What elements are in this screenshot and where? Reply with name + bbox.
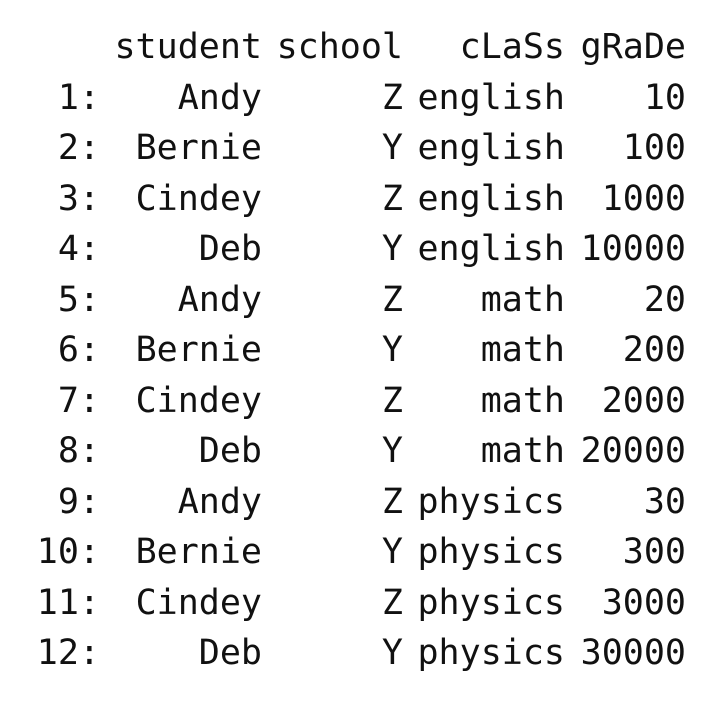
cell-class: physics xyxy=(417,582,565,623)
cell-grade: 100 xyxy=(622,128,686,168)
cell-grade: 20000 xyxy=(580,431,686,471)
cell-school: Y xyxy=(381,229,403,269)
cell-school: Z xyxy=(381,178,403,219)
cell-school: Z xyxy=(381,279,403,320)
row-index: 5: xyxy=(57,279,100,320)
cell-grade: 30 xyxy=(643,481,686,522)
cell-class: physics xyxy=(417,481,565,522)
cell-student: Bernie xyxy=(135,128,262,168)
cell-class: physics xyxy=(417,532,565,572)
table-header-row: student school cLaSs gRaDe xyxy=(20,22,696,73)
cell-grade: 10000 xyxy=(580,229,686,269)
cell-class: english xyxy=(417,128,565,168)
cell-grade: 30000 xyxy=(580,633,686,673)
cell-school: Z xyxy=(381,582,403,623)
cell-class: english xyxy=(417,229,565,269)
cell-school: Y xyxy=(381,330,403,370)
cell-class: math xyxy=(480,279,565,320)
cell-student: Cindey xyxy=(135,178,262,219)
cell-school: Z xyxy=(381,481,403,522)
cell-school: Y xyxy=(381,633,403,673)
cell-student: Andy xyxy=(177,481,262,522)
header-class: cLaSs xyxy=(459,27,565,67)
cell-school: Z xyxy=(381,380,403,421)
row-index: 9: xyxy=(57,481,100,522)
cell-student: Cindey xyxy=(135,582,262,623)
cell-grade: 1000 xyxy=(601,178,686,219)
row-index: 3: xyxy=(57,178,100,219)
cell-grade: 10 xyxy=(643,77,686,118)
header-index xyxy=(20,22,100,73)
cell-class: math xyxy=(480,380,565,421)
cell-grade: 2000 xyxy=(601,380,686,421)
cell-student: Deb xyxy=(198,229,262,269)
cell-student: Bernie xyxy=(135,532,262,572)
row-index: 8: xyxy=(57,431,100,471)
cell-grade: 200 xyxy=(622,330,686,370)
row-index: 11: xyxy=(36,582,100,623)
row-index: 4: xyxy=(57,229,100,269)
cell-class: math xyxy=(480,330,565,370)
cell-student: Cindey xyxy=(135,380,262,421)
cell-grade: 20 xyxy=(643,279,686,320)
cell-school: Y xyxy=(381,532,403,572)
row-index: 2: xyxy=(57,128,100,168)
row-index: 12: xyxy=(36,633,100,673)
cell-grade: 3000 xyxy=(601,582,686,623)
cell-student: Deb xyxy=(198,633,262,673)
cell-student: Andy xyxy=(177,279,262,320)
cell-school: Z xyxy=(381,77,403,118)
cell-grade: 300 xyxy=(622,532,686,572)
row-index: 6: xyxy=(57,330,100,370)
cell-class: english xyxy=(417,178,565,219)
cell-class: english xyxy=(417,77,565,118)
row-index: 10: xyxy=(36,532,100,572)
header-school: school xyxy=(276,27,403,67)
row-index: 7: xyxy=(57,380,100,421)
header-student: student xyxy=(114,27,262,67)
header-grade: gRaDe xyxy=(580,27,686,67)
cell-student: Andy xyxy=(177,77,262,118)
cell-class: math xyxy=(480,431,565,471)
cell-student: Bernie xyxy=(135,330,262,370)
row-index: 1: xyxy=(57,77,100,118)
cell-student: Deb xyxy=(198,431,262,471)
cell-class: physics xyxy=(417,633,565,673)
cell-school: Y xyxy=(381,431,403,471)
cell-school: Y xyxy=(381,128,403,168)
